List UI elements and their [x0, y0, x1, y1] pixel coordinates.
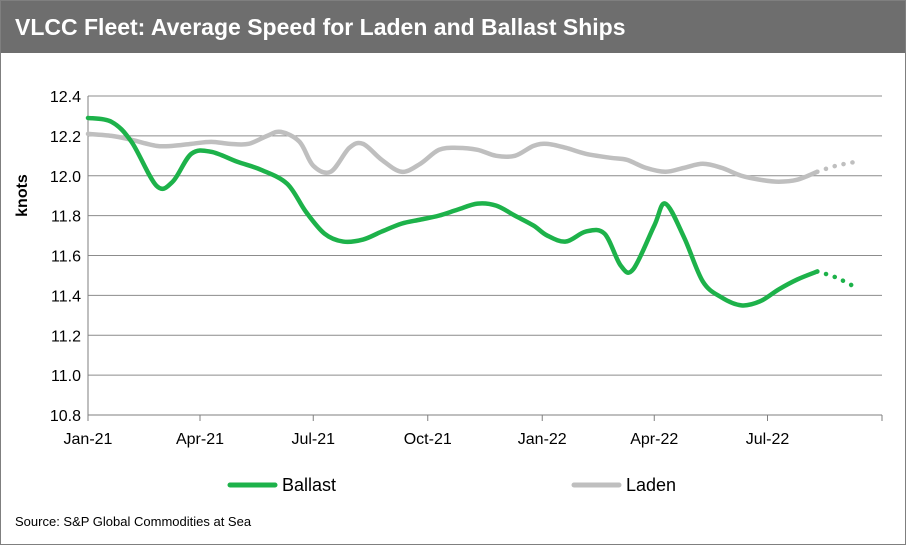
series-projection-ballast — [815, 269, 859, 290]
x-tick-label: Apr-22 — [630, 431, 678, 448]
legend-label-ballast: Ballast — [282, 475, 336, 495]
y-tick-label: 12.4 — [50, 89, 81, 106]
series-line-ballast — [85, 115, 820, 308]
y-tick-label: 11.8 — [51, 209, 81, 226]
y-axis-title: knots — [14, 174, 31, 217]
x-tick-label: Jul-21 — [291, 431, 335, 448]
chart-title: VLCC Fleet: Average Speed for Laden and … — [15, 14, 626, 40]
y-tick-label: 11.0 — [51, 368, 81, 385]
series-projection-laden — [815, 159, 859, 175]
y-tick-label: 11.2 — [51, 328, 81, 345]
y-tick-label: 11.4 — [51, 288, 81, 305]
y-tick-label: 12.0 — [50, 169, 81, 186]
series-line-laden — [85, 129, 820, 184]
x-tick-label: Oct-21 — [404, 431, 452, 448]
x-tick-label: Apr-21 — [176, 431, 224, 448]
title-bar: VLCC Fleet: Average Speed for Laden and … — [1, 1, 905, 53]
x-tick-label: Jan-21 — [64, 431, 113, 448]
source-note: Source: S&P Global Commodities at Sea — [15, 514, 252, 529]
y-tick-label: 11.6 — [51, 249, 81, 266]
x-tick-label: Jan-22 — [518, 431, 567, 448]
y-tick-label: 12.2 — [50, 129, 81, 146]
legend-label-laden: Laden — [626, 475, 676, 495]
y-tick-label: 10.8 — [50, 408, 81, 425]
x-tick-label: Jul-22 — [746, 431, 790, 448]
